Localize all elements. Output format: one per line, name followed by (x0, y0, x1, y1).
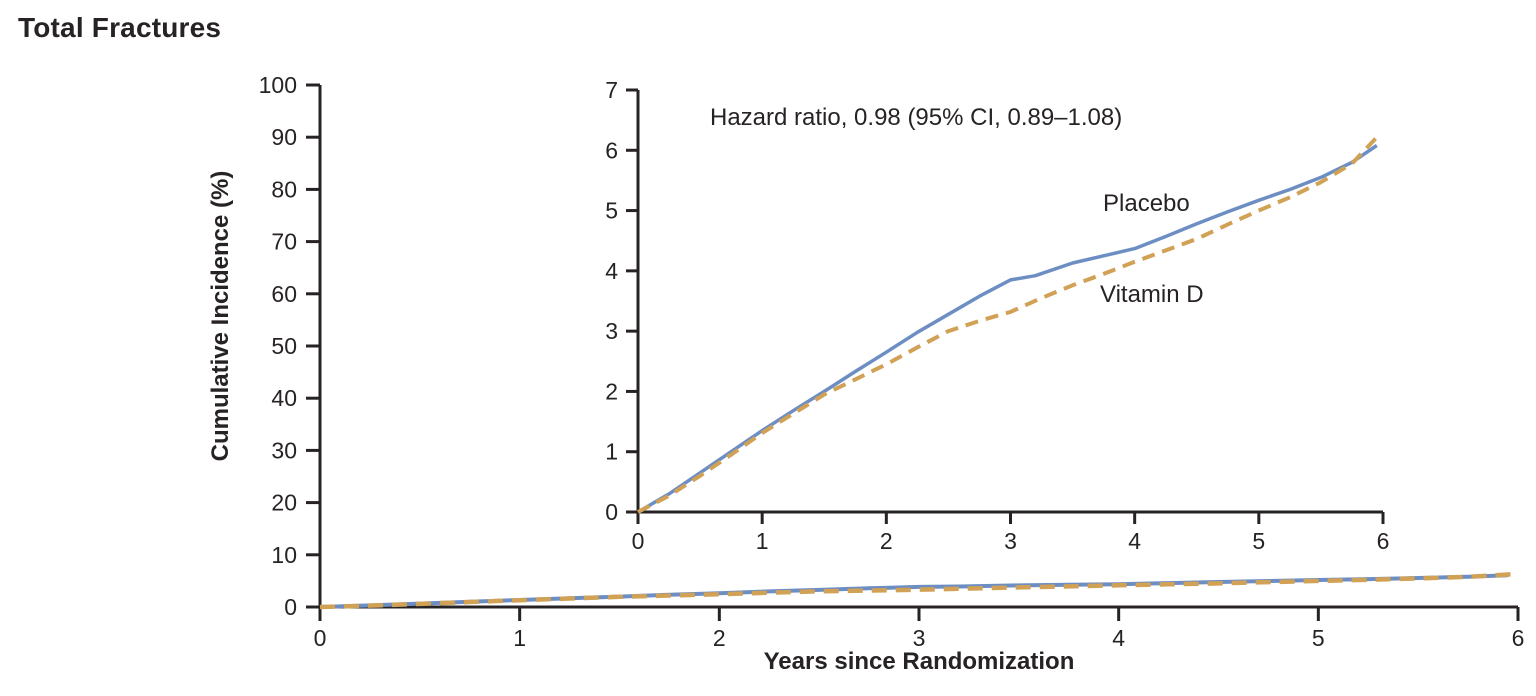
main-y-tick-label: 60 (271, 281, 297, 307)
main-x-tick-label: 2 (713, 625, 726, 651)
main-x-tick-label: 6 (1512, 625, 1525, 651)
main-y-tick-label: 80 (271, 176, 297, 202)
main-y-tick-label: 20 (271, 490, 297, 516)
inset-x-tick-label: 1 (756, 528, 769, 554)
inset-y-tick-label: 0 (605, 499, 618, 525)
main-x-tick-label: 1 (513, 625, 526, 651)
inset-y-tick-label: 5 (605, 198, 618, 224)
main-x-tick-label: 4 (1112, 625, 1125, 651)
hazard-ratio-annotation: Hazard ratio, 0.98 (95% CI, 0.89–1.08) (710, 104, 1123, 131)
main-x-tick-label: 5 (1312, 625, 1325, 651)
inset-y-tick-label: 6 (605, 137, 618, 163)
inset-x-tick-label: 5 (1252, 528, 1265, 554)
vitamin-d-line-main (319, 571, 1515, 610)
inset-y-tick-label: 3 (605, 318, 618, 344)
x-axis-label: Years since Randomization (763, 648, 1075, 675)
inset-x-tick-label: 2 (880, 528, 893, 554)
main-y-tick-label: 40 (271, 385, 297, 411)
vitamin-d-series-label: Vitamin D (1100, 281, 1204, 308)
inset-y-tick-label: 4 (605, 258, 618, 284)
placebo-line-inset (637, 144, 1378, 514)
inset-x-tick-label: 4 (1128, 528, 1141, 554)
main-y-tick-label: 70 (271, 229, 297, 255)
main-y-tick-label: 50 (271, 333, 297, 359)
main-y-tick-label: 30 (271, 437, 297, 463)
main-y-tick-label: 90 (271, 124, 297, 150)
inset-x-tick-label: 0 (632, 528, 645, 554)
inset-y-tick-label: 1 (605, 439, 618, 465)
y-axis-label: Cumulative Incidence (%) (207, 170, 234, 462)
vitamin-d-line-inset (637, 132, 1382, 514)
main-x-tick-label: 3 (913, 625, 926, 651)
inset-y-tick-label: 7 (605, 77, 618, 103)
inset-x-tick-label: 3 (1004, 528, 1017, 554)
main-y-tick-label: 100 (259, 72, 297, 98)
inset-chart-group: 0 1 2 3 4 5 6 7 0 1 2 3 4 5 6 (605, 77, 1389, 554)
inset-y-tick-label: 2 (605, 378, 618, 404)
figure-title: Total Fractures (18, 12, 222, 43)
main-y-tick-label: 10 (271, 542, 297, 568)
main-x-tick-label: 0 (314, 625, 327, 651)
inset-x-tick-label: 6 (1377, 528, 1390, 554)
main-y-tick-label: 0 (284, 594, 297, 620)
placebo-series-label: Placebo (1103, 190, 1190, 217)
